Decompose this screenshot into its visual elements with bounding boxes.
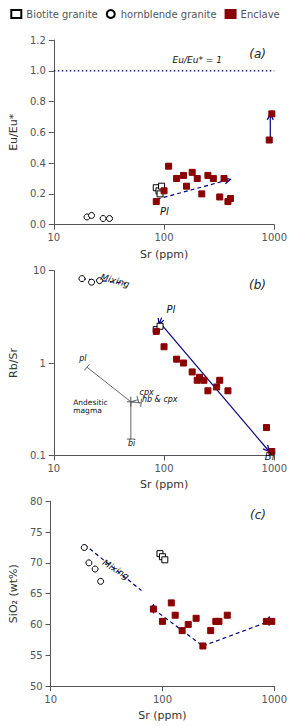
- svg-text:(c): (c): [250, 508, 266, 522]
- svg-text:Andesitic: Andesitic: [73, 397, 108, 407]
- svg-text:50: 50: [30, 681, 43, 692]
- svg-text:60: 60: [30, 619, 43, 630]
- svg-text:(a): (a): [249, 47, 266, 61]
- svg-text:1.0: 1.0: [30, 65, 46, 76]
- svg-text:bi: bi: [128, 439, 136, 448]
- svg-text:65: 65: [30, 588, 43, 599]
- svg-text:1.2: 1.2: [30, 35, 46, 46]
- svg-text:0.4: 0.4: [30, 158, 46, 169]
- svg-text:10: 10: [33, 265, 46, 276]
- svg-text:magma: magma: [73, 406, 102, 415]
- svg-text:10: 10: [47, 232, 60, 243]
- svg-text:hornblende granite: hornblende granite: [121, 9, 217, 20]
- svg-text:Pl: Pl: [166, 304, 175, 315]
- svg-text:0.1: 0.1: [30, 450, 46, 461]
- svg-text:Eu/Eu* = 1: Eu/Eu* = 1: [173, 55, 222, 65]
- svg-text:100: 100: [154, 232, 173, 243]
- svg-text:Biotite granite: Biotite granite: [26, 9, 97, 20]
- svg-text:70: 70: [30, 557, 43, 568]
- svg-text:Sr (ppm): Sr (ppm): [140, 248, 188, 261]
- svg-text:10: 10: [47, 463, 60, 474]
- svg-text:(b): (b): [249, 278, 266, 292]
- svg-text:Enclave: Enclave: [241, 9, 280, 20]
- svg-text:Rb/Sr: Rb/Sr: [7, 348, 20, 378]
- svg-text:100: 100: [153, 694, 172, 705]
- svg-text:Sr (ppm): Sr (ppm): [138, 709, 186, 722]
- svg-text:0.6: 0.6: [30, 127, 46, 138]
- svg-text:0.2: 0.2: [30, 188, 46, 199]
- svg-text:75: 75: [30, 527, 43, 538]
- svg-text:SiO₂ (wt%): SiO₂ (wt%): [7, 564, 20, 623]
- svg-text:1000: 1000: [262, 694, 287, 705]
- svg-text:100: 100: [154, 463, 173, 474]
- svg-text:1000: 1000: [262, 232, 287, 243]
- svg-text:Mixing: Mixing: [101, 557, 132, 581]
- svg-text:0.0: 0.0: [30, 219, 46, 230]
- svg-text:hb & cpx: hb & cpx: [142, 395, 178, 404]
- svg-text:1: 1: [39, 358, 45, 369]
- svg-text:1000: 1000: [262, 463, 287, 474]
- svg-text:Mixing: Mixing: [100, 272, 131, 289]
- svg-text:Bi: Bi: [265, 451, 275, 462]
- svg-text:pl: pl: [78, 354, 87, 363]
- svg-text:0.8: 0.8: [30, 96, 46, 107]
- svg-text:55: 55: [30, 650, 43, 661]
- svg-text:Eu/Eu*: Eu/Eu*: [7, 113, 20, 151]
- svg-text:10: 10: [44, 694, 57, 705]
- svg-text:Pl: Pl: [160, 206, 169, 217]
- svg-text:80: 80: [30, 496, 43, 507]
- svg-text:Sr (ppm): Sr (ppm): [140, 478, 188, 491]
- svg-text:cpx: cpx: [139, 387, 154, 397]
